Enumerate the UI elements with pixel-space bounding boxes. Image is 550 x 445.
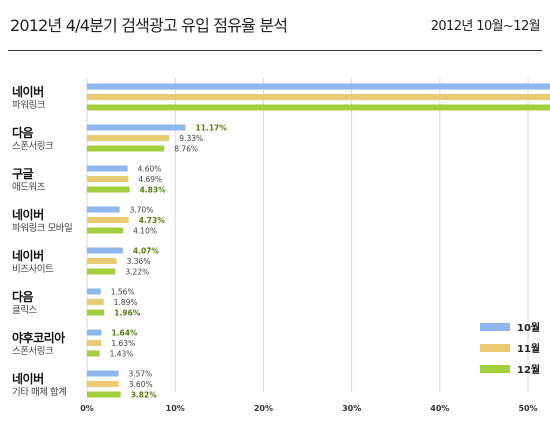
bar bbox=[87, 329, 102, 336]
data-label: 4.60% bbox=[138, 165, 162, 174]
bar bbox=[87, 268, 116, 275]
x-tick-label: 50% bbox=[518, 404, 537, 413]
category-name: 구글 bbox=[12, 167, 34, 181]
category-sub: 기타 매체 합계 bbox=[12, 386, 66, 398]
category-sub: 파워링크 모바일 bbox=[12, 222, 72, 234]
category-sub: 애드워즈 bbox=[12, 182, 46, 193]
bar bbox=[87, 340, 102, 346]
data-label: 3.82% bbox=[131, 391, 158, 400]
bar bbox=[87, 309, 105, 316]
legend-label: 10월 bbox=[517, 322, 540, 334]
bar bbox=[87, 247, 123, 254]
category-name: 네이버 bbox=[12, 207, 44, 222]
x-tick-label: 40% bbox=[430, 404, 449, 413]
x-tick-label: 30% bbox=[342, 404, 361, 413]
bar bbox=[87, 176, 129, 182]
bar bbox=[87, 206, 120, 213]
bar bbox=[87, 381, 119, 387]
data-label: 3.60% bbox=[129, 380, 153, 389]
bar bbox=[87, 350, 100, 357]
data-label: 1.89% bbox=[114, 298, 138, 307]
data-label: 1.64% bbox=[111, 329, 138, 338]
category-name: 네이버 bbox=[12, 371, 44, 386]
category-sub: 스폰서링크 bbox=[12, 345, 54, 357]
bar bbox=[87, 145, 165, 152]
legend-swatch bbox=[480, 323, 510, 331]
data-label: 3.57% bbox=[128, 370, 152, 379]
bar bbox=[87, 288, 101, 295]
legend-swatch bbox=[480, 365, 510, 373]
data-label: 4.73% bbox=[139, 216, 166, 225]
bar bbox=[87, 227, 124, 234]
bar bbox=[87, 370, 119, 377]
date-range: 2012년 10월~12월 bbox=[430, 19, 541, 34]
bar bbox=[87, 165, 128, 172]
bar bbox=[87, 104, 550, 111]
legend-label: 12월 bbox=[517, 364, 540, 376]
data-label: 4.83% bbox=[140, 186, 167, 195]
x-tick-label: 10% bbox=[166, 404, 185, 413]
legend-swatch bbox=[480, 344, 510, 352]
data-label: 4.07% bbox=[133, 247, 160, 256]
category-sub: 파워링크 bbox=[12, 99, 46, 111]
data-label: 3.70% bbox=[130, 206, 154, 215]
category-name: 다음 bbox=[12, 125, 34, 140]
category-name: 네이버 bbox=[12, 84, 44, 99]
chart-title: 2012년 4/4분기 검색광고 유입 점유율 분석 bbox=[10, 16, 288, 35]
bar bbox=[87, 94, 550, 100]
data-label: 3.36% bbox=[127, 257, 151, 266]
category-sub: 클릭스 bbox=[12, 304, 37, 316]
bar bbox=[87, 391, 121, 398]
bar bbox=[87, 217, 129, 223]
data-label: 8.76% bbox=[174, 145, 198, 154]
bar bbox=[87, 299, 104, 305]
x-tick-label: 20% bbox=[254, 404, 273, 413]
data-label: 1.96% bbox=[114, 309, 141, 318]
data-label: 4.10% bbox=[133, 227, 157, 236]
bar bbox=[87, 83, 550, 90]
title-divider bbox=[8, 50, 542, 51]
legend-label: 11월 bbox=[517, 343, 540, 355]
data-label: 4.69% bbox=[138, 175, 162, 184]
data-label: 1.63% bbox=[111, 339, 135, 348]
category-name: 다음 bbox=[12, 289, 34, 304]
data-label: 11.17% bbox=[196, 124, 228, 133]
bar bbox=[87, 124, 186, 131]
bar bbox=[87, 135, 170, 141]
data-label: 9.33% bbox=[179, 134, 203, 143]
data-label: 1.43% bbox=[110, 350, 134, 359]
category-sub: 스폰서링크 bbox=[12, 140, 54, 152]
category-sub: 비즈사이트 bbox=[12, 264, 54, 275]
bar bbox=[87, 258, 117, 264]
x-tick-label: 0% bbox=[80, 404, 94, 413]
data-label: 3.22% bbox=[125, 268, 149, 277]
category-name: 야후코리아 bbox=[12, 330, 65, 345]
bar bbox=[87, 186, 130, 193]
category-name: 네이버 bbox=[12, 248, 44, 263]
data-label: 1.56% bbox=[111, 288, 135, 297]
